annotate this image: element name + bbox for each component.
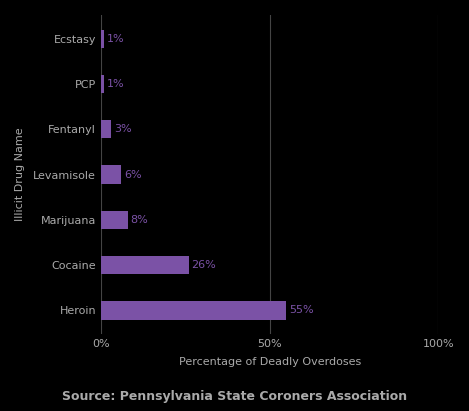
Text: 3%: 3% bbox=[114, 124, 131, 134]
Text: 8%: 8% bbox=[131, 215, 149, 225]
Text: 55%: 55% bbox=[289, 305, 314, 316]
Bar bbox=[101, 166, 121, 184]
X-axis label: Percentage of Deadly Overdoses: Percentage of Deadly Overdoses bbox=[179, 357, 361, 367]
Text: Source: Pennsylvania State Coroners Association: Source: Pennsylvania State Coroners Asso… bbox=[62, 390, 407, 403]
Bar bbox=[101, 211, 128, 229]
Bar bbox=[101, 120, 111, 138]
Text: 26%: 26% bbox=[191, 260, 216, 270]
Bar bbox=[101, 30, 105, 48]
Y-axis label: Illicit Drug Name: Illicit Drug Name bbox=[15, 128, 25, 222]
Bar bbox=[101, 256, 189, 274]
Text: 1%: 1% bbox=[107, 79, 125, 89]
Text: 6%: 6% bbox=[124, 169, 142, 180]
Bar bbox=[101, 301, 287, 319]
Text: 1%: 1% bbox=[107, 34, 125, 44]
Bar bbox=[101, 75, 105, 93]
